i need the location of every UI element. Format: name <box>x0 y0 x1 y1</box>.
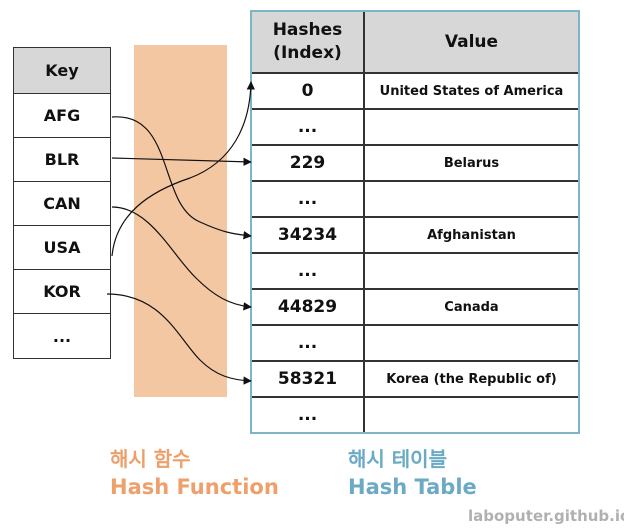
hash-table-header: Hashes (Index) Value <box>252 12 578 74</box>
hash-function-caption-ko: 해시 함수 <box>110 447 191 471</box>
key-cell-blr: BLR <box>14 137 110 181</box>
hash-table-row: ... <box>252 108 578 144</box>
key-cell-usa: USA <box>14 225 110 269</box>
hash-header-line2: (Index) <box>273 43 342 63</box>
hash-cell: ... <box>252 398 365 432</box>
hash-cell: 229 <box>252 146 365 180</box>
arrow-blr-to-229 <box>111 157 252 166</box>
key-table-header: Key <box>14 48 110 93</box>
arrow-kor-to-58321 <box>106 293 252 385</box>
hash-table-row: 34234 Afghanistan <box>252 216 578 252</box>
hash-header-line1: Hashes <box>272 20 343 40</box>
arrow-usa-to-0 <box>111 81 256 257</box>
hash-table-row: 229 Belarus <box>252 144 578 180</box>
hash-cell: 0 <box>252 74 365 108</box>
footer-watermark: laboputer.github.io <box>468 507 624 525</box>
hash-column-header: Hashes (Index) <box>252 12 365 72</box>
hash-cell: ... <box>252 254 365 288</box>
hash-function-caption-en: Hash Function <box>110 475 279 499</box>
arrow-afg-to-34234 <box>111 116 252 240</box>
value-cell: Belarus <box>443 155 500 171</box>
hash-function-bar <box>134 45 227 397</box>
arrow-can-to-44829 <box>111 206 252 311</box>
key-table: Key AFG BLR CAN USA KOR ... <box>13 47 111 359</box>
hash-table-row: ... <box>252 252 578 288</box>
hash-cell: ... <box>252 110 365 144</box>
hash-cell: 44829 <box>252 290 365 324</box>
hash-cell: ... <box>252 182 365 216</box>
key-cell-afg: AFG <box>14 93 110 137</box>
value-cell: United States of America <box>379 83 564 99</box>
hash-table-row: 44829 Canada <box>252 288 578 324</box>
hash-table-caption-ko: 해시 테이블 <box>348 447 447 471</box>
hash-cell: 58321 <box>252 362 365 396</box>
hash-cell: ... <box>252 326 365 360</box>
hash-table-caption-en: Hash Table <box>348 475 477 499</box>
hash-cell: 34234 <box>252 218 365 252</box>
hash-table-row: 0 United States of America <box>252 74 578 108</box>
hash-table-row: ... <box>252 324 578 360</box>
key-cell-kor: KOR <box>14 269 110 313</box>
value-cell: Afghanistan <box>427 227 516 243</box>
key-cell-ellipsis: ... <box>14 313 110 358</box>
value-column-header: Value <box>444 32 499 52</box>
hash-table: Hashes (Index) Value 0 United States of … <box>250 10 580 434</box>
hash-table-row: 58321 Korea (the Republic of) <box>252 360 578 396</box>
hash-table-row: ... <box>252 396 578 432</box>
value-cell: Korea (the Republic of) <box>386 371 557 387</box>
key-cell-can: CAN <box>14 181 110 225</box>
value-cell: Canada <box>444 299 499 315</box>
hash-table-row: ... <box>252 180 578 216</box>
